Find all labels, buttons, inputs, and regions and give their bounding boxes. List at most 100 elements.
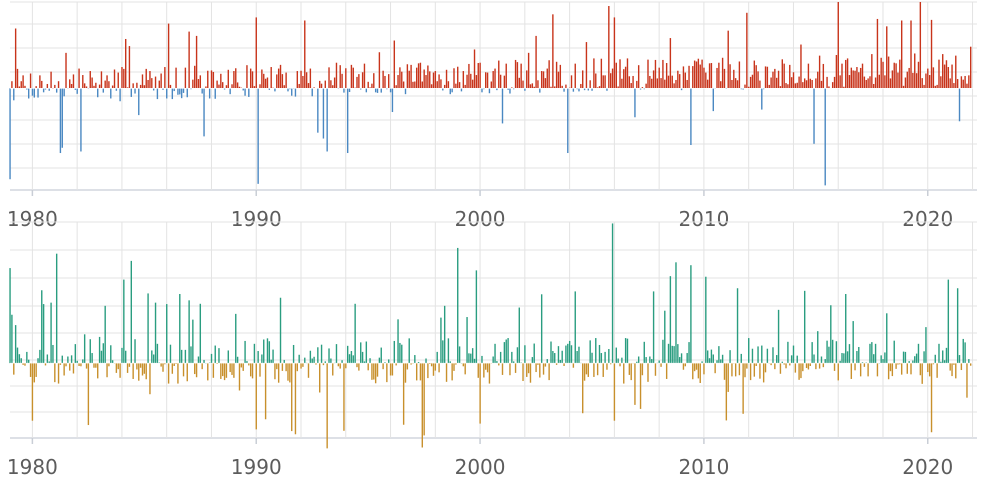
bottom-bar bbox=[292, 344, 295, 364]
top-bar bbox=[727, 30, 729, 89]
bottom-x-tick-label: 2020 bbox=[902, 455, 953, 479]
top-bar bbox=[449, 88, 451, 95]
bottom-bar bbox=[57, 363, 60, 384]
top-bar bbox=[277, 68, 280, 89]
bottom-bar bbox=[65, 363, 67, 367]
top-bar bbox=[337, 88, 340, 89]
top-bar bbox=[822, 63, 825, 89]
bottom-bar bbox=[13, 363, 15, 375]
bottom-bar bbox=[776, 355, 778, 364]
bottom-bar bbox=[871, 342, 873, 364]
bottom-bar bbox=[48, 361, 50, 364]
top-bar bbox=[582, 70, 584, 89]
top-bar bbox=[692, 66, 694, 89]
bottom-bar bbox=[783, 363, 785, 365]
top-bar bbox=[317, 88, 319, 133]
bottom-bar bbox=[80, 363, 82, 367]
bottom-bar bbox=[505, 339, 507, 364]
top-bar bbox=[425, 75, 427, 89]
bottom-bar bbox=[380, 347, 382, 364]
top-bar bbox=[44, 88, 47, 90]
top-bar bbox=[841, 63, 843, 89]
top-bar bbox=[442, 88, 444, 91]
bottom-bar bbox=[274, 363, 276, 380]
bottom-bar bbox=[499, 351, 502, 364]
top-bar bbox=[380, 88, 382, 93]
bottom-bar bbox=[339, 363, 341, 369]
bottom-bar bbox=[708, 358, 711, 364]
bottom-bar bbox=[341, 360, 343, 364]
bottom-bar bbox=[531, 357, 534, 364]
top-bar bbox=[682, 66, 685, 89]
top-bar bbox=[42, 88, 45, 93]
bottom-bar bbox=[363, 361, 366, 364]
bottom-bar bbox=[20, 358, 22, 364]
top-bar bbox=[279, 64, 282, 89]
top-bar bbox=[873, 83, 875, 89]
bottom-bar bbox=[18, 354, 21, 364]
bottom-bar bbox=[391, 363, 394, 376]
top-bar bbox=[900, 20, 903, 89]
bottom-bar bbox=[565, 345, 567, 364]
bottom-bar bbox=[943, 360, 946, 364]
top-bar bbox=[346, 88, 349, 154]
bottom-bar bbox=[822, 363, 825, 368]
bottom-bar bbox=[371, 363, 373, 380]
top-bar bbox=[490, 81, 493, 89]
top-bar bbox=[125, 38, 127, 89]
top-bar bbox=[332, 85, 334, 89]
top-bar bbox=[438, 74, 440, 89]
top-bar bbox=[637, 65, 640, 89]
top-bar bbox=[376, 88, 379, 93]
bottom-bar bbox=[593, 363, 595, 377]
bottom-bar bbox=[568, 340, 571, 364]
top-bar bbox=[158, 80, 160, 89]
bottom-bar bbox=[714, 363, 716, 374]
top-bar bbox=[65, 52, 67, 89]
top-bar bbox=[585, 42, 588, 89]
bottom-bar bbox=[574, 291, 576, 364]
bottom-bar bbox=[611, 223, 614, 364]
bottom-bar bbox=[824, 359, 826, 364]
bottom-bar bbox=[119, 363, 121, 378]
bottom-bar bbox=[195, 363, 198, 378]
bottom-bar bbox=[882, 359, 884, 364]
bottom-bar bbox=[509, 363, 511, 376]
bottom-bar bbox=[147, 293, 149, 364]
bottom-bar bbox=[244, 340, 246, 364]
bottom-bar bbox=[486, 363, 489, 373]
bottom-bar bbox=[50, 302, 52, 364]
top-bar bbox=[906, 71, 908, 89]
bottom-bar bbox=[554, 353, 556, 364]
bottom-bar bbox=[537, 363, 539, 365]
top-bar bbox=[464, 84, 466, 89]
bottom-bar bbox=[108, 363, 110, 367]
bottom-bar bbox=[600, 353, 603, 364]
bottom-bar bbox=[393, 340, 396, 364]
bottom-bar bbox=[949, 363, 951, 371]
top-bar bbox=[501, 88, 504, 124]
bottom-bar bbox=[492, 356, 494, 364]
bottom-bar bbox=[932, 363, 935, 365]
top-bar bbox=[309, 68, 312, 89]
bottom-bar bbox=[544, 363, 547, 367]
top-bar bbox=[302, 75, 304, 89]
top-bar bbox=[470, 73, 472, 89]
bottom-bar bbox=[731, 363, 733, 377]
bottom-bar bbox=[128, 363, 131, 367]
top-bar bbox=[680, 88, 683, 91]
bottom-bar bbox=[535, 363, 537, 373]
bottom-bar bbox=[324, 361, 326, 364]
top-bar bbox=[154, 76, 157, 89]
top-bar bbox=[533, 86, 535, 89]
bottom-bar bbox=[915, 353, 918, 364]
top-bar bbox=[192, 79, 194, 89]
bottom-bar bbox=[507, 338, 509, 364]
bottom-bar bbox=[705, 276, 707, 364]
bottom-bar bbox=[542, 363, 545, 375]
bottom-bar bbox=[184, 349, 187, 364]
top-bar bbox=[962, 79, 964, 89]
bottom-bar bbox=[887, 363, 890, 380]
bottom-bar bbox=[149, 363, 151, 395]
top-bar bbox=[429, 71, 431, 89]
